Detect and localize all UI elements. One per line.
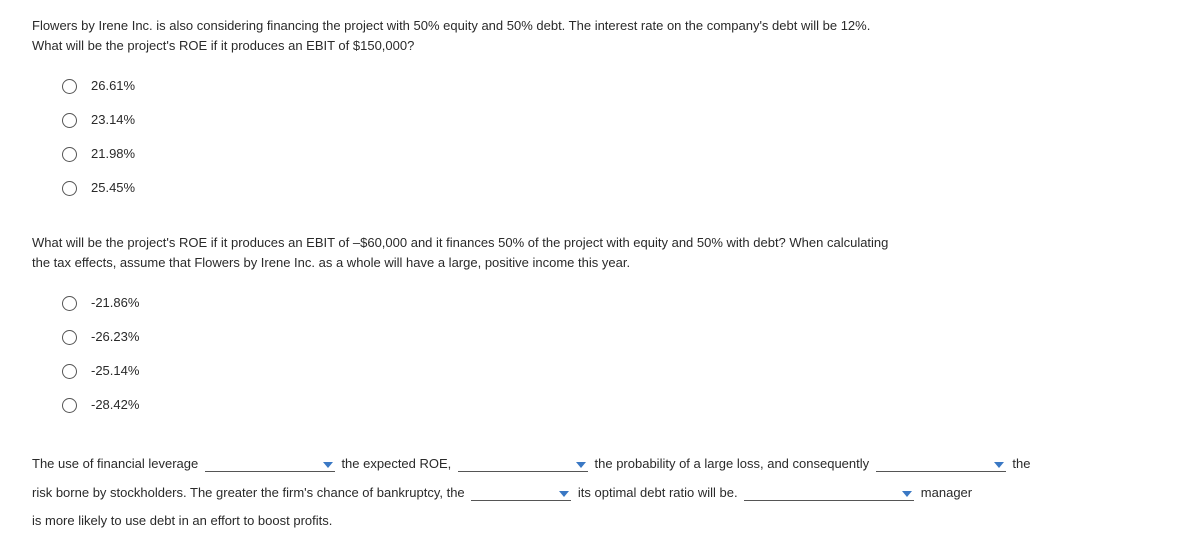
fill-seg3: the probability of a large loss, and con…: [591, 456, 873, 471]
caret-down-icon: [559, 491, 569, 497]
dropdown-5[interactable]: [744, 483, 914, 501]
fill-in-blank-paragraph: The use of financial leverage the expect…: [32, 450, 1168, 536]
caret-down-icon: [994, 462, 1004, 468]
radio-icon: [62, 398, 77, 413]
q2-option-a-label: -21.86%: [91, 293, 139, 313]
q2-option-b-label: -26.23%: [91, 327, 139, 347]
fill-seg1: The use of financial leverage: [32, 456, 202, 471]
q1-option-a-label: 26.61%: [91, 76, 135, 96]
dropdown-1[interactable]: [205, 454, 335, 472]
radio-icon: [62, 113, 77, 128]
radio-icon: [62, 79, 77, 94]
q1-option-a[interactable]: 26.61%: [62, 69, 1168, 103]
fill-seg7: manager: [917, 485, 972, 500]
caret-down-icon: [323, 462, 333, 468]
q1-option-d-label: 25.45%: [91, 178, 135, 198]
q1-option-b-label: 23.14%: [91, 110, 135, 130]
radio-icon: [62, 330, 77, 345]
q2-option-b[interactable]: -26.23%: [62, 320, 1168, 354]
q1-option-c[interactable]: 21.98%: [62, 137, 1168, 171]
radio-icon: [62, 181, 77, 196]
question-2-prompt: What will be the project's ROE if it pro…: [32, 233, 1168, 272]
question-1-prompt: Flowers by Irene Inc. is also considerin…: [32, 16, 1168, 55]
radio-icon: [62, 147, 77, 162]
fill-seg6: its optimal debt ratio will be.: [574, 485, 741, 500]
q2-option-d[interactable]: -28.42%: [62, 388, 1168, 422]
q2-options: -21.86% -26.23% -25.14% -28.42%: [32, 286, 1168, 422]
dropdown-4[interactable]: [471, 483, 571, 501]
radio-icon: [62, 296, 77, 311]
fill-seg4: the: [1009, 456, 1031, 471]
q1-option-d[interactable]: 25.45%: [62, 171, 1168, 205]
q1-options: 26.61% 23.14% 21.98% 25.45%: [32, 69, 1168, 205]
q2-option-a[interactable]: -21.86%: [62, 286, 1168, 320]
fill-seg2: the expected ROE,: [338, 456, 455, 471]
q2-option-c[interactable]: -25.14%: [62, 354, 1168, 388]
q1-option-b[interactable]: 23.14%: [62, 103, 1168, 137]
question-1: Flowers by Irene Inc. is also considerin…: [32, 16, 1168, 205]
q1-option-c-label: 21.98%: [91, 144, 135, 164]
caret-down-icon: [576, 462, 586, 468]
fill-seg5: risk borne by stockholders. The greater …: [32, 485, 468, 500]
caret-down-icon: [902, 491, 912, 497]
q2-option-d-label: -28.42%: [91, 395, 139, 415]
dropdown-3[interactable]: [876, 454, 1006, 472]
q2-line2: the tax effects, assume that Flowers by …: [32, 255, 630, 270]
q2-line1: What will be the project's ROE if it pro…: [32, 235, 888, 250]
q1-line1: Flowers by Irene Inc. is also considerin…: [32, 18, 870, 33]
question-2: What will be the project's ROE if it pro…: [32, 233, 1168, 422]
q2-option-c-label: -25.14%: [91, 361, 139, 381]
radio-icon: [62, 364, 77, 379]
q1-line2: What will be the project's ROE if it pro…: [32, 38, 414, 53]
dropdown-2[interactable]: [458, 454, 588, 472]
fill-seg8: is more likely to use debt in an effort …: [32, 513, 332, 528]
